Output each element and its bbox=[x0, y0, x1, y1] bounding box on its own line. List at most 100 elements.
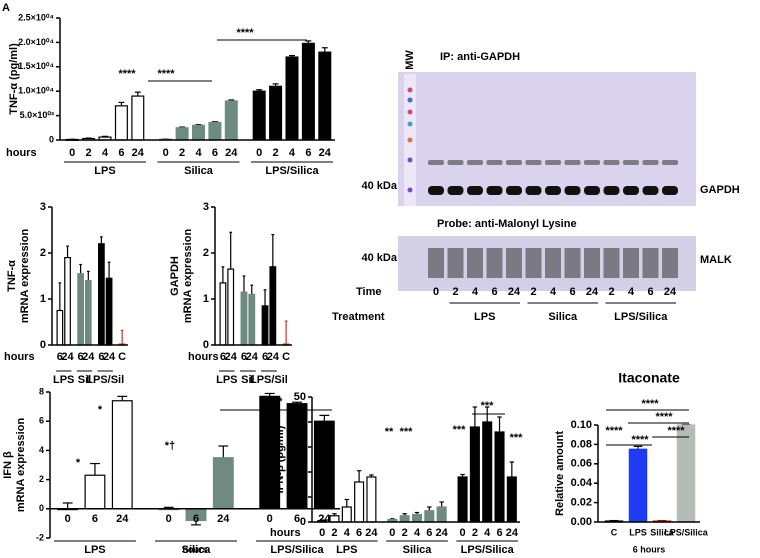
x-axis-label: hours bbox=[188, 351, 219, 363]
x-tick-label: 4 bbox=[289, 147, 296, 159]
x-axis-label: 6 hours bbox=[633, 544, 666, 554]
x-tick-label: 4 bbox=[414, 527, 421, 539]
bar bbox=[111, 400, 133, 510]
blot-smear bbox=[506, 248, 522, 278]
band-label: GAPDH bbox=[700, 184, 740, 196]
group-label: LPS/Silica bbox=[461, 544, 515, 556]
x-tick-label: 6 bbox=[193, 513, 199, 525]
x-tick-label: 6 bbox=[241, 351, 247, 363]
significance-label: *** bbox=[400, 426, 414, 438]
significance-label: **** bbox=[236, 27, 254, 39]
x-axis-label: hours bbox=[6, 147, 37, 159]
x-tick-label: 4 bbox=[484, 527, 491, 539]
blot-band bbox=[447, 160, 464, 165]
y-tick-label: 10 bbox=[294, 491, 306, 503]
y-tick-label: 5.0×10⁰³ bbox=[20, 110, 54, 120]
blot-band bbox=[467, 160, 483, 165]
group-label: LPS bbox=[94, 165, 115, 177]
x-tick-label: 6 bbox=[57, 351, 63, 363]
bar bbox=[191, 124, 206, 141]
x-tick-label: 2 bbox=[273, 147, 279, 159]
blot-band bbox=[564, 160, 581, 165]
x-tick-label: LPS/Silica bbox=[664, 527, 709, 537]
x-tick-label: 4 bbox=[102, 147, 109, 159]
x-tick-label: 6 bbox=[212, 147, 218, 159]
lane-time: 6 bbox=[647, 286, 653, 298]
bar bbox=[411, 513, 423, 523]
x-tick-label: 6 bbox=[78, 351, 84, 363]
y-tick-label: 0.06 bbox=[571, 458, 592, 470]
lane-time: 2 bbox=[452, 286, 458, 298]
treatment-label: Treatment bbox=[332, 311, 385, 323]
x-tick-label: C bbox=[282, 351, 290, 363]
x-tick-label: 6 bbox=[426, 527, 432, 539]
bar bbox=[84, 474, 106, 510]
x-tick-label: 2 bbox=[179, 147, 185, 159]
group-label: LPS bbox=[216, 374, 237, 386]
y-tick-label: 6 bbox=[39, 416, 44, 426]
blot-smear bbox=[525, 248, 542, 278]
x-tick-label: 0 bbox=[319, 527, 325, 539]
x-tick-label: 24 bbox=[132, 147, 145, 159]
bar bbox=[248, 293, 256, 346]
bar bbox=[105, 277, 113, 346]
bar bbox=[77, 273, 84, 346]
y-tick-label: 0.00 bbox=[571, 516, 592, 528]
bar bbox=[175, 127, 189, 141]
ip-label: IP: anti-GAPDH bbox=[440, 51, 520, 63]
bar bbox=[240, 291, 248, 346]
x-tick-label: 24 bbox=[225, 147, 238, 159]
x-tick-label: 24 bbox=[225, 351, 238, 363]
y-tick-label: 20 bbox=[294, 466, 306, 478]
bar bbox=[494, 431, 505, 523]
bar bbox=[436, 506, 447, 523]
y-tick-label: 2.5×10⁰⁴ bbox=[18, 12, 54, 22]
bar bbox=[676, 424, 696, 523]
x-tick-label: 24 bbox=[319, 147, 332, 159]
bar bbox=[212, 457, 234, 510]
blot-smear bbox=[428, 248, 444, 278]
blot-band bbox=[545, 186, 561, 195]
x-tick-label: 6 bbox=[98, 351, 104, 363]
x-tick-label: 6 bbox=[118, 147, 124, 159]
blot-smear bbox=[447, 248, 464, 278]
probe-label: Probe: anti-Malonyl Lysine bbox=[437, 218, 577, 230]
x-axis-label: hours bbox=[4, 351, 35, 363]
blot-band bbox=[642, 160, 659, 165]
blot-band bbox=[525, 186, 542, 195]
x-tick-label: 24 bbox=[116, 513, 129, 525]
bar bbox=[114, 105, 128, 141]
lane-time: 6 bbox=[569, 286, 575, 298]
y-tick-label: 30 bbox=[294, 441, 306, 453]
y-axis-label: mRNA expression bbox=[182, 229, 194, 324]
y-tick-label: 1 bbox=[203, 293, 209, 305]
blot-band bbox=[662, 160, 678, 165]
lane-time: 4 bbox=[550, 286, 557, 298]
bar bbox=[56, 309, 64, 346]
blot-band bbox=[584, 160, 600, 165]
significance-label: ** bbox=[385, 426, 394, 438]
lane-time: 4 bbox=[628, 286, 635, 298]
y-tick-label: 3 bbox=[40, 201, 46, 213]
lane-group: LPS bbox=[474, 311, 495, 323]
x-tick-label: 24 bbox=[436, 527, 449, 539]
significance-label: **** bbox=[655, 411, 673, 423]
significance-label: *** bbox=[453, 424, 467, 436]
x-tick-label: 6 bbox=[305, 147, 311, 159]
blot-band bbox=[486, 186, 503, 195]
significance-label: **** bbox=[631, 434, 649, 446]
bar bbox=[301, 42, 315, 141]
y-axis-label: IFN β bbox=[2, 451, 14, 479]
blot-band bbox=[447, 186, 464, 195]
blot-band bbox=[642, 186, 659, 195]
y-tick-label: 50 bbox=[294, 391, 306, 403]
bar bbox=[329, 515, 340, 523]
bar bbox=[354, 481, 365, 523]
y-tick-label: 0.08 bbox=[571, 438, 592, 450]
y-axis-label: GAPDH bbox=[169, 256, 181, 296]
group-label: Silica bbox=[184, 165, 214, 177]
y-tick-label: 2 bbox=[40, 247, 46, 259]
x-axis-label: hours bbox=[182, 544, 207, 554]
significance-label: * bbox=[98, 404, 103, 416]
blot-smear bbox=[584, 248, 600, 278]
